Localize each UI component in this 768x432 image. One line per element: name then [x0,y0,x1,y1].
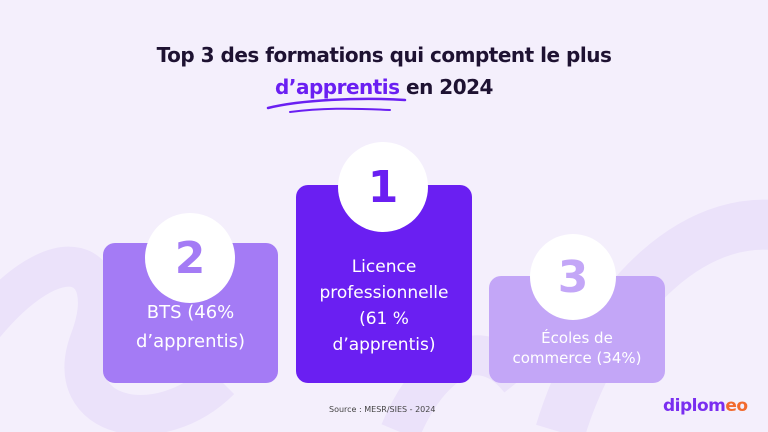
rank-2-badge: 2 [145,213,235,303]
title-rest: en 2024 [399,75,493,99]
podium-3-line: commerce (34%) [512,348,642,367]
podium-2-line: d’apprentis) [136,331,245,352]
podium-box-3: Écoles de commerce (34%) [489,276,665,383]
logo-accent: eo [725,396,748,416]
rank-1-badge: 1 [338,142,428,232]
logo-main: diplom [663,396,726,416]
diplomeo-logo: diplomeo [663,396,748,416]
title-highlight: d’apprentis [275,75,400,99]
podium-2-line: BTS (46% [146,302,235,323]
podium-1-line: d’apprentis) [332,335,436,355]
podium-1-line: Licence [351,257,417,277]
podium-1-line: (61 % [359,309,409,329]
page-title-line1: Top 3 des formations qui comptent le plu… [156,43,612,67]
podium-1-line: professionnelle [319,283,449,303]
source-note: Source : MESR/SIES - 2024 [329,405,436,414]
page-title-line2: d’apprentis en 2024 [0,75,768,99]
podium-3-line: Écoles de [541,328,613,347]
rank-3-badge: 3 [530,234,616,320]
